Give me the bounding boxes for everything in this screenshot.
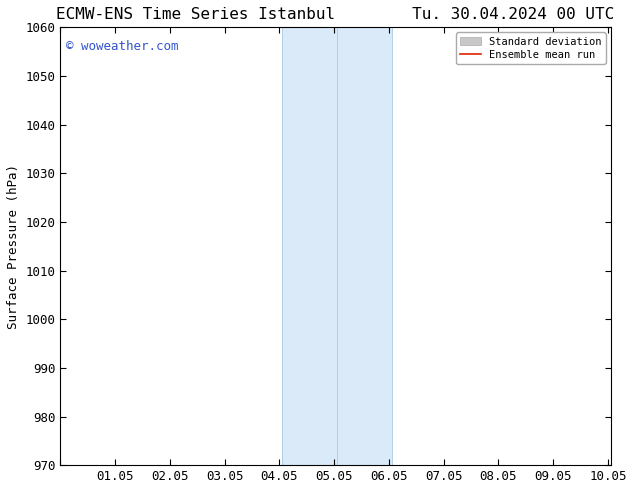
Legend: Standard deviation, Ensemble mean run: Standard deviation, Ensemble mean run xyxy=(456,32,605,64)
Title: ECMW-ENS Time Series Istanbul        Tu. 30.04.2024 00 UTC: ECMW-ENS Time Series Istanbul Tu. 30.04.… xyxy=(56,7,615,22)
Bar xyxy=(282,27,392,465)
Text: © woweather.com: © woweather.com xyxy=(66,40,178,53)
Y-axis label: Surface Pressure (hPa): Surface Pressure (hPa) xyxy=(7,164,20,329)
